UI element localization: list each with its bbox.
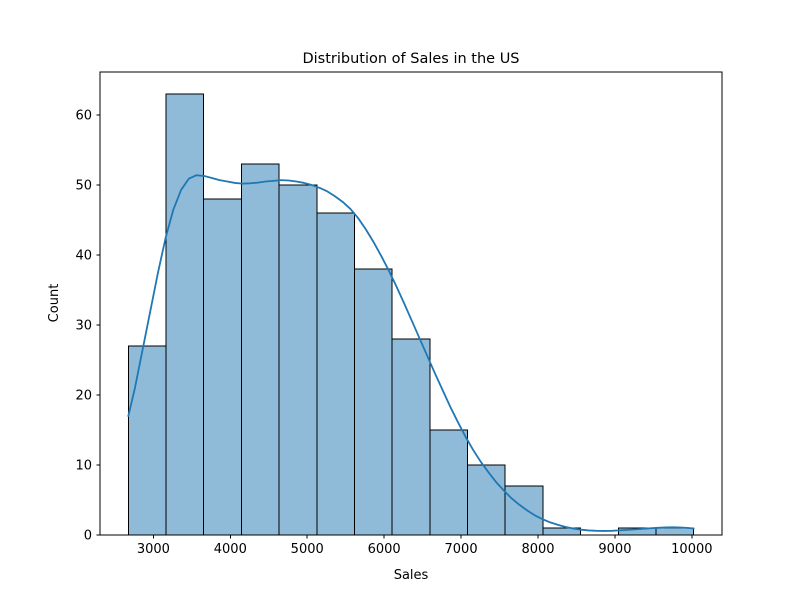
x-tick-label: 5000 (291, 542, 324, 557)
y-tick-label: 50 (75, 179, 92, 194)
histogram-bar (467, 464, 506, 536)
y-axis-label: Count (47, 284, 62, 323)
histogram-bar (354, 268, 393, 536)
x-tick-label: 9000 (598, 542, 631, 557)
kde-curve (127, 174, 695, 532)
y-tick-label: 30 (75, 319, 92, 334)
histogram-bar (316, 212, 355, 536)
histogram-bar (203, 198, 242, 536)
histogram-bar (127, 345, 167, 536)
y-tick-label: 60 (75, 109, 92, 124)
y-tick-label: 0 (84, 529, 92, 544)
y-tick-label: 40 (75, 249, 92, 264)
histogram-bar (240, 163, 280, 536)
x-tick-label: 3000 (137, 542, 170, 557)
x-axis: 3000 4000 5000 6000 7000 8000 9000 10000 (137, 535, 713, 557)
x-axis-label: Sales (394, 568, 429, 583)
axes-spines (99, 71, 723, 536)
y-tick-label: 10 (75, 459, 92, 474)
histogram-bar (429, 429, 468, 536)
y-tick-label: 20 (75, 389, 92, 404)
x-tick-label: 10000 (671, 542, 712, 557)
x-tick-label: 8000 (521, 542, 554, 557)
histogram-bar (278, 184, 318, 536)
y-axis: 0 10 20 30 40 50 60 (75, 109, 100, 544)
chart-title: Distribution of Sales in the US (302, 51, 519, 67)
histogram-bar (655, 527, 695, 536)
histogram-bar (504, 485, 544, 536)
x-tick-label: 7000 (445, 542, 478, 557)
x-tick-label: 6000 (368, 542, 401, 557)
histogram-bar (391, 338, 431, 536)
histogram-bars (127, 93, 695, 536)
histogram-bar (165, 93, 205, 536)
x-tick-label: 4000 (214, 542, 247, 557)
